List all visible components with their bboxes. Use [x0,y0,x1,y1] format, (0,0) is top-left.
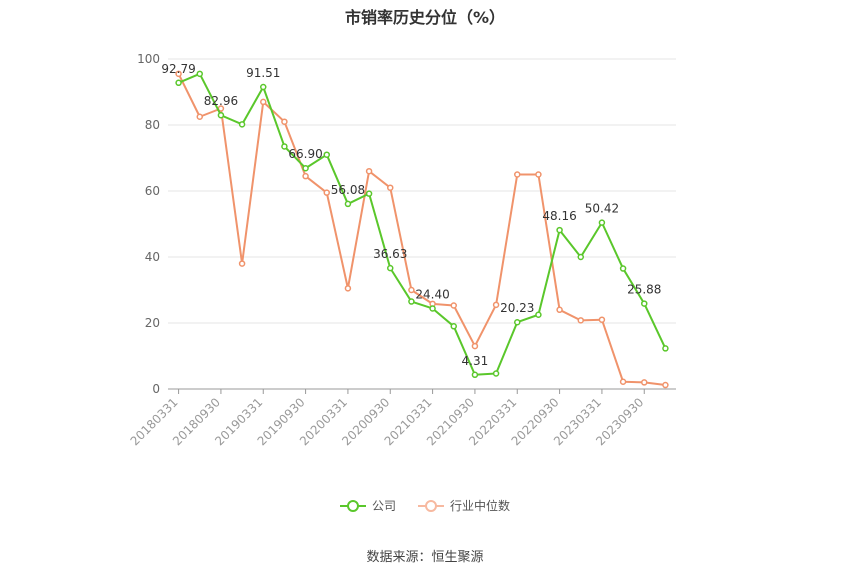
data-label: 82.96 [204,94,238,108]
data-point-company [577,253,584,261]
data-point-company [365,190,373,197]
data-point-industry-median [365,167,373,175]
data-point-industry-median [196,113,203,120]
legend-label-industry-median: 行业中位数 [450,499,511,513]
data-point-company [641,300,648,307]
data-point-industry-median [323,189,330,196]
data-point-company [450,323,457,330]
data-point-industry-median [344,285,352,292]
legend-label-company: 公司 [371,499,396,513]
data-label: 20.23 [500,301,534,315]
data-label: 24.40 [415,287,449,301]
data-point-company [556,226,563,234]
y-tick-label: 40 [145,250,160,264]
series-line-industry-median [177,73,666,387]
data-point-industry-median [598,316,606,323]
data-point-industry-median [577,317,584,324]
data-point-company [344,200,352,208]
data-point-industry-median [408,286,415,294]
data-label: 48.16 [542,209,576,223]
y-tick-label: 80 [145,118,160,132]
legend-item-industry-median[interactable]: 行业中位数 [418,497,510,514]
data-label: 50.42 [585,202,619,216]
data-point-company [492,370,500,377]
series-line-company [178,72,667,376]
data-point-company [387,264,394,272]
data-point-industry-median [535,171,542,178]
data-label: 92.79 [161,62,195,76]
data-point-industry-median [281,118,288,125]
data-source-note: 数据来源：恒生聚源 [366,550,484,565]
y-tick-label: 0 [152,382,160,396]
data-point-industry-median [238,260,246,267]
data-point-industry-median [260,98,267,106]
data-point-company [619,265,627,272]
legend: 公司 行业中位数 [0,497,850,514]
data-point-industry-median [450,302,457,309]
legend-item-company[interactable]: 公司 [339,497,396,514]
chart-title: 市销率历史分位（%） [344,8,506,27]
data-point-industry-median [556,306,563,314]
data-point-company [514,318,521,326]
data-point-company [281,143,288,150]
y-tick-label: 60 [145,184,160,198]
y-tick-label: 20 [145,316,160,330]
data-point-industry-median [387,184,394,191]
data-point-company [429,305,436,312]
data-point-company [408,298,415,305]
data-label: 4.31 [462,354,489,368]
data-point-industry-median [302,172,309,180]
legend-swatch-company [339,499,366,513]
data-point-company [196,70,203,78]
data-point-company [302,164,309,172]
data-label: 36.63 [373,247,407,261]
data-point-company [471,371,479,379]
data-point-industry-median [641,379,648,386]
data-point-industry-median [662,381,669,389]
data-point-industry-median [492,301,500,309]
data-label: 56.08 [331,183,365,197]
legend-swatch-industry-median [418,499,444,513]
data-point-company [260,83,267,91]
data-label: 66.90 [288,147,322,161]
data-point-industry-median [514,171,521,178]
data-point-company [598,219,606,226]
data-point-industry-median [471,342,479,350]
data-point-industry-median [619,378,627,385]
data-point-company [217,111,225,119]
data-point-company [323,151,330,158]
data-point-industry-median [175,70,182,78]
y-tick-label: 100 [137,52,160,66]
data-point-company [535,311,542,318]
data-point-company [175,79,182,87]
data-label: 91.51 [246,66,280,80]
data-label: 25.88 [627,283,661,297]
data-point-company [238,121,246,128]
data-point-company [662,345,669,352]
